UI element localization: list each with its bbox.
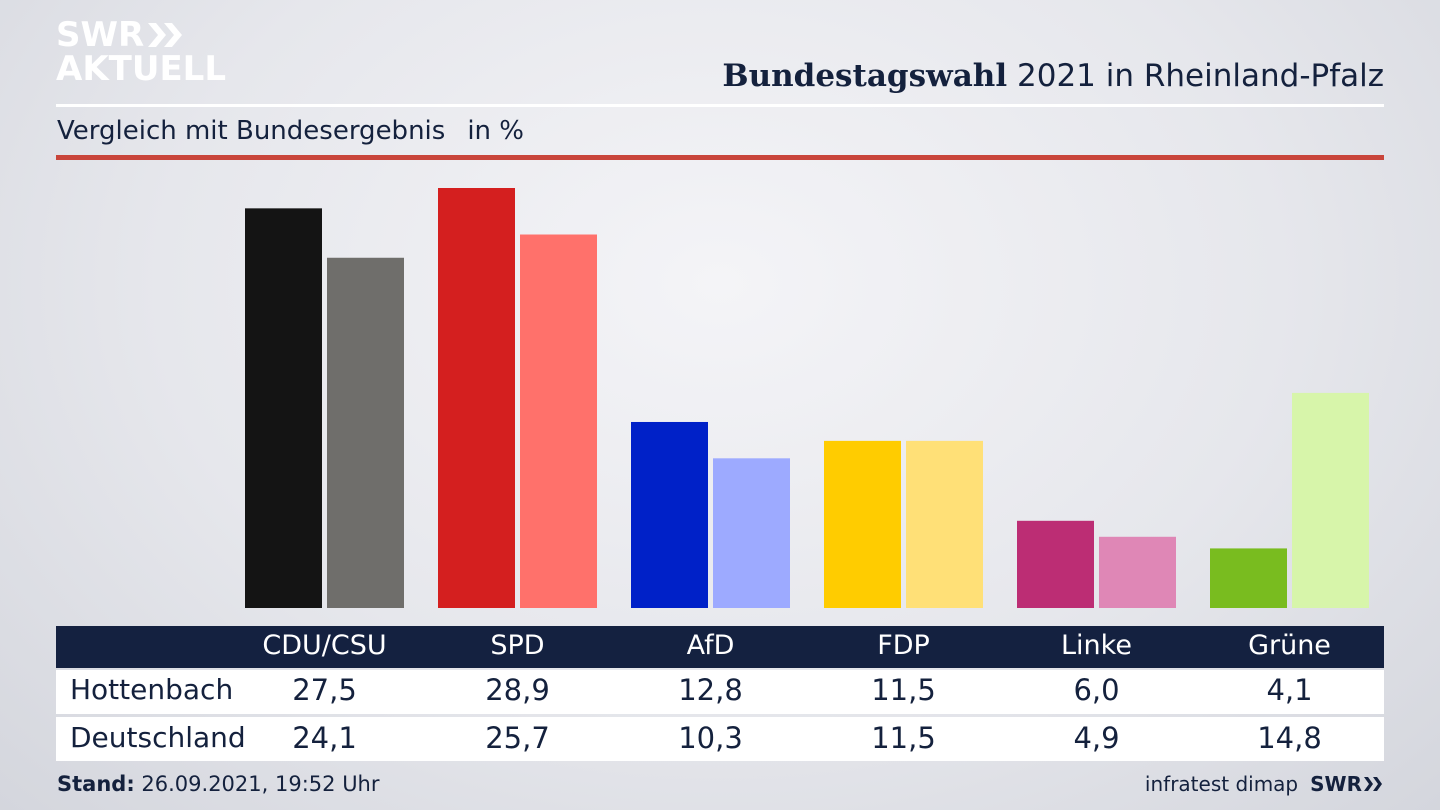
column-header-linke: Linke: [1061, 630, 1132, 661]
header-divider: [56, 104, 1384, 107]
title-rest: 2021 in Rheinland-Pfalz: [1017, 58, 1384, 94]
swr-chevron-icon: [1364, 777, 1382, 791]
value-deutschland-afd: 10,3: [678, 721, 743, 755]
value-hottenbach-cdu-csu: 27,5: [292, 673, 357, 707]
value-deutschland-gr-ne: 14,8: [1257, 721, 1322, 755]
bar-linke-deutschland: [1099, 536, 1176, 608]
column-header-gr-ne: Grüne: [1248, 630, 1331, 661]
value-deutschland-linke: 4,9: [1073, 721, 1120, 755]
source-credit: infratest dimap SWR: [1145, 772, 1384, 796]
bar-spd-deutschland: [520, 234, 597, 608]
column-header-cdu-csu: CDU/CSU: [262, 630, 387, 661]
table-row-hottenbach: [56, 670, 1384, 714]
title-bold: Bundestagswahl: [722, 58, 1008, 94]
page-title: Bundestagswahl 2021 in Rheinland-Pfalz: [722, 58, 1384, 94]
row-label-hottenbach: Hottenbach: [70, 673, 234, 706]
column-header-fdp: FDP: [877, 630, 930, 661]
stand-value: 26.09.2021, 19:52 Uhr: [141, 772, 380, 796]
value-hottenbach-linke: 6,0: [1073, 673, 1120, 707]
accent-divider: [56, 155, 1384, 160]
table-row-deutschland: [56, 717, 1384, 761]
value-hottenbach-gr-ne: 4,1: [1266, 673, 1313, 707]
column-header-afd: AfD: [686, 630, 735, 661]
logo-aktuell-text: AKTUELL: [56, 49, 227, 89]
bar-spd-hottenbach: [438, 188, 515, 608]
value-deutschland-spd: 25,7: [485, 721, 550, 755]
value-hottenbach-afd: 12,8: [678, 673, 743, 707]
row-label-deutschland: Deutschland: [70, 721, 246, 754]
bar-linke-hottenbach: [1017, 520, 1094, 608]
bar-gr-ne-deutschland: [1292, 392, 1369, 608]
swr-brand: SWR: [1310, 772, 1362, 796]
bar-gr-ne-hottenbach: [1210, 548, 1287, 608]
chart-subtitle: Vergleich mit Bundesergebnis in %: [57, 116, 524, 146]
unit-label: in %: [467, 116, 524, 146]
bar-fdp-deutschland: [906, 440, 983, 608]
table-header: [56, 626, 1384, 668]
bar-afd-deutschland: [713, 458, 790, 608]
swr-aktuell-logo: SWR AKTUELL: [56, 18, 226, 86]
column-header-spd: SPD: [490, 630, 545, 661]
logo-chevron-icon: [148, 23, 183, 47]
value-hottenbach-fdp: 11,5: [871, 673, 936, 707]
value-deutschland-cdu-csu: 24,1: [292, 721, 357, 755]
bar-cdu-csu-deutschland: [327, 257, 404, 608]
bar-afd-hottenbach: [631, 421, 708, 608]
stand-label: Stand:: [57, 772, 135, 796]
source-text: infratest dimap: [1144, 772, 1299, 796]
value-hottenbach-spd: 28,9: [485, 673, 550, 707]
timestamp: Stand: 26.09.2021, 19:52 Uhr: [57, 772, 380, 796]
value-deutschland-fdp: 11,5: [871, 721, 936, 755]
subtitle-text: Vergleich mit Bundesergebnis: [57, 116, 446, 146]
bar-fdp-hottenbach: [824, 440, 901, 608]
bar-cdu-csu-hottenbach: [245, 208, 322, 609]
logo-swr-text: SWR: [56, 15, 145, 55]
